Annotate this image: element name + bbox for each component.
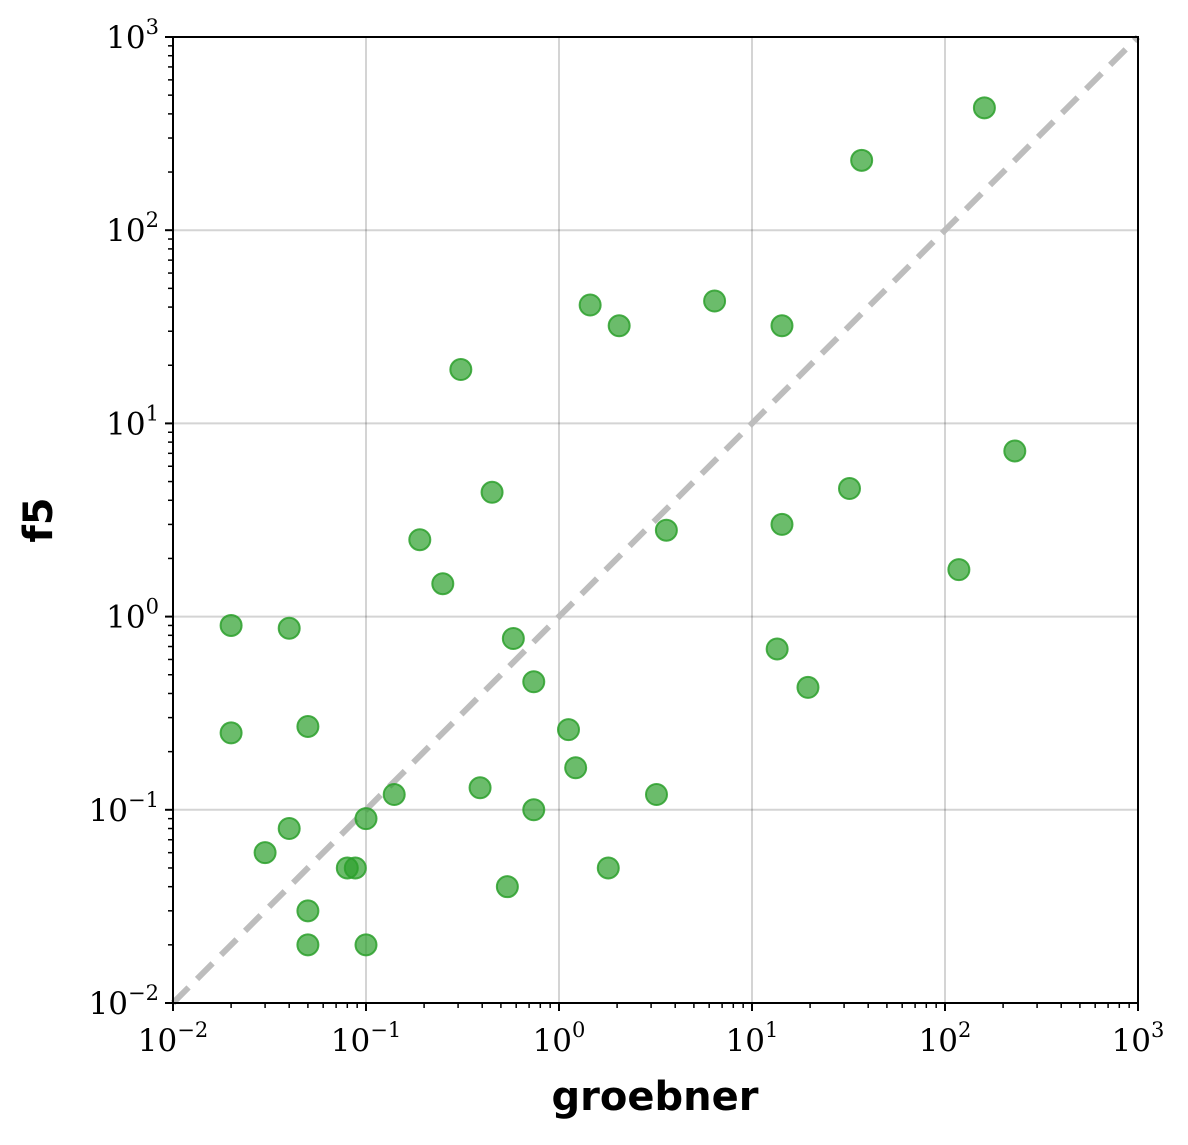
x-tick-label: 102 [919,1018,972,1059]
scatter-point [1003,439,1027,463]
scatter-point [277,616,301,640]
x-tick-label: 10−1 [331,1018,401,1059]
y-tick-label: 100 [106,595,159,636]
scatter-point [765,637,789,661]
scatter-point [219,613,243,637]
scatter-point [495,875,519,899]
scatter-point [480,480,504,504]
scatter-point [382,783,406,807]
scatter-point [654,518,678,542]
scatter-point [564,756,588,780]
scatter-point [431,572,455,596]
scatter-point [296,899,320,923]
scatter-point [578,293,602,317]
scatter-point [468,776,492,800]
scatter-point [277,817,301,841]
x-axis-title: groebner [552,1074,759,1120]
reference-line-layer [170,34,1141,1006]
y-tick-label: 10−1 [89,788,159,829]
scatter-point [770,512,794,536]
scatter-point [354,933,378,957]
scatter-point [219,721,243,745]
scatter-point [972,96,996,120]
x-tick-label: 103 [1112,1018,1165,1059]
scatter-point [837,477,861,501]
y-tick-label: 103 [106,15,159,56]
scatter-point [354,807,378,831]
y-axis-title: f5 [16,497,62,542]
x-tick-label: 100 [533,1018,586,1059]
scatter-point [947,558,971,582]
y-tick-label: 102 [106,208,159,249]
ticks-layer: 10−210−2 10−1 10−1 100 100 101 101 102 102 103 103 [89,15,1165,1059]
scatter-point [796,675,820,699]
labels-layer: groebner f5 [16,497,759,1120]
scatter-point [596,856,620,880]
x-tick-label: 10−2 [138,1018,208,1059]
scatter-point [253,841,277,865]
x-tick-label: 101 [726,1018,779,1059]
scatter-point [644,783,668,807]
grid-layer [173,37,1138,1003]
scatter-point [501,627,525,651]
scatter-point [703,289,727,313]
scatter-point [343,856,367,880]
scatter-point [408,528,432,552]
scatter-point [522,798,546,822]
scatter-point [607,314,631,338]
axes-layer [172,36,1139,1004]
scatter-point [449,358,473,382]
diagonal-reference-line [170,34,1141,1006]
scatter-point [296,714,320,738]
scatter-point [522,670,546,694]
scatter-point [296,933,320,957]
plot-frame [172,36,1139,1004]
scatter-point [556,718,580,742]
scatter-point [770,314,794,338]
scatter-point [850,148,874,172]
points-layer [219,96,1027,957]
y-tick-label: 101 [106,401,159,442]
y-tick-label: 10−2 [89,981,159,1022]
